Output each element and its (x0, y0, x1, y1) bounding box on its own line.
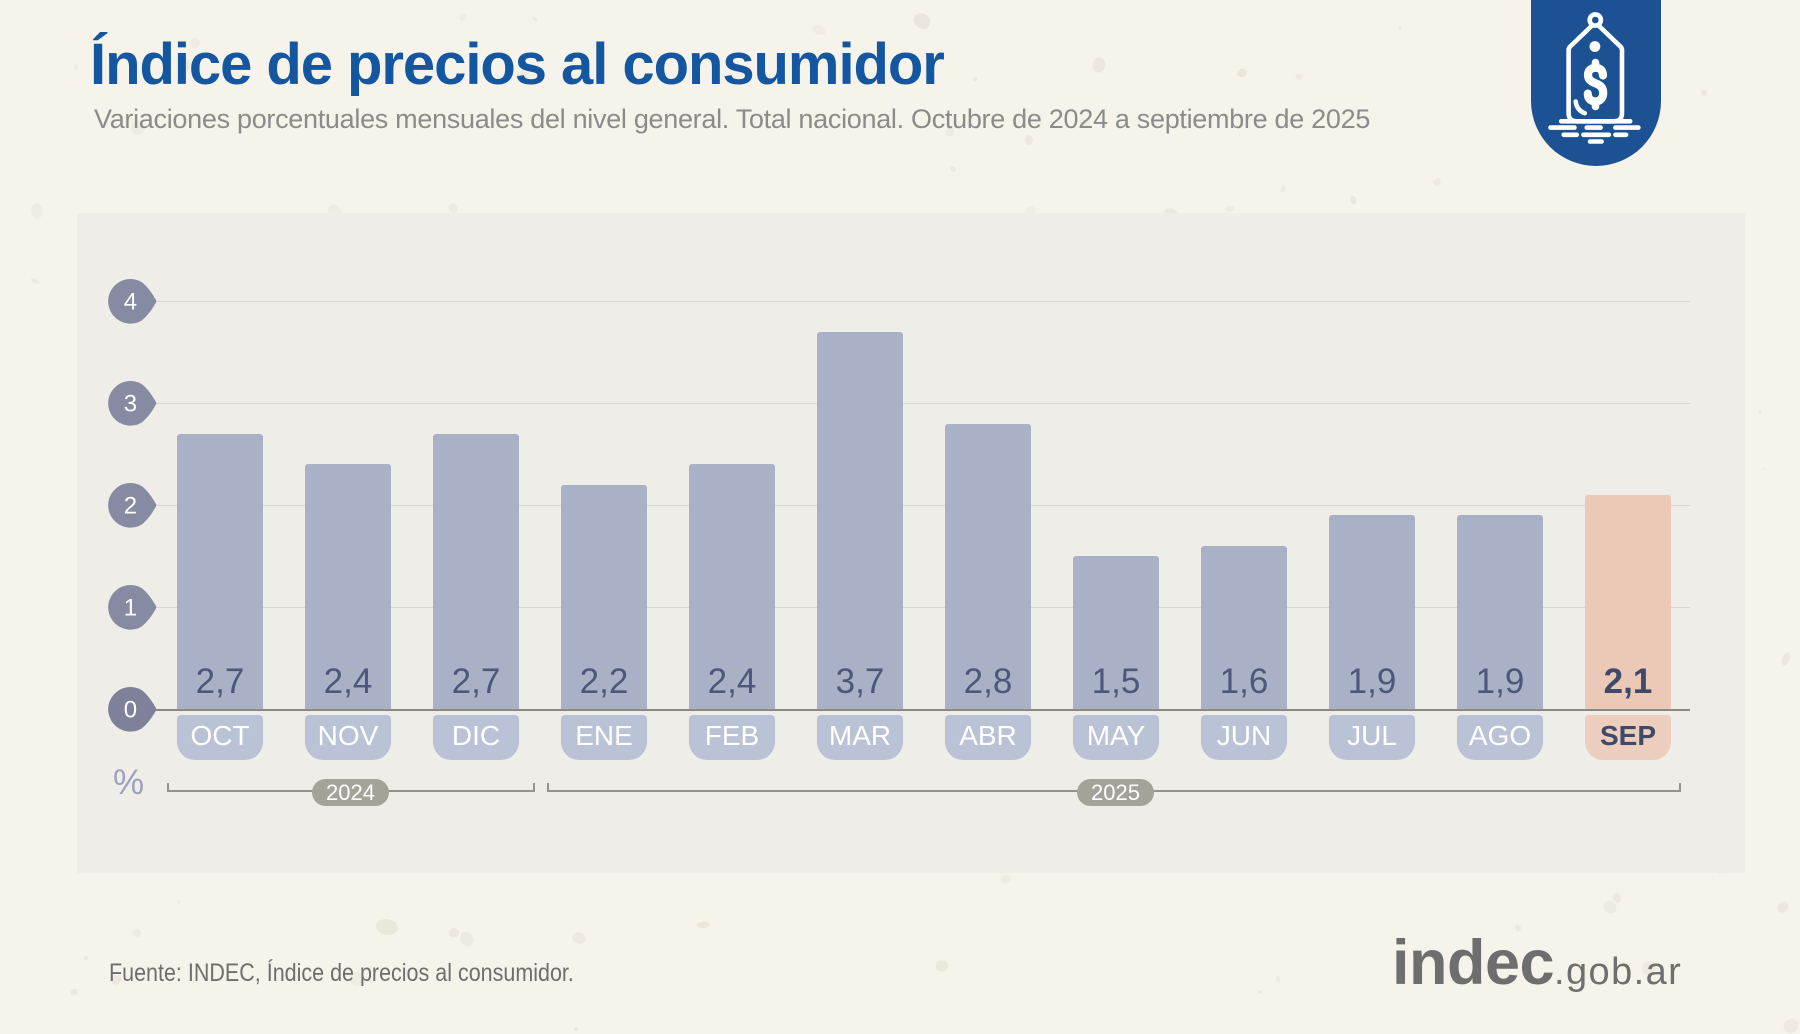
svg-text:1: 1 (124, 594, 137, 621)
svg-text:2: 2 (124, 492, 137, 519)
svg-text:3: 3 (124, 390, 137, 417)
svg-text:0: 0 (124, 696, 137, 723)
svg-text:4: 4 (124, 288, 137, 315)
